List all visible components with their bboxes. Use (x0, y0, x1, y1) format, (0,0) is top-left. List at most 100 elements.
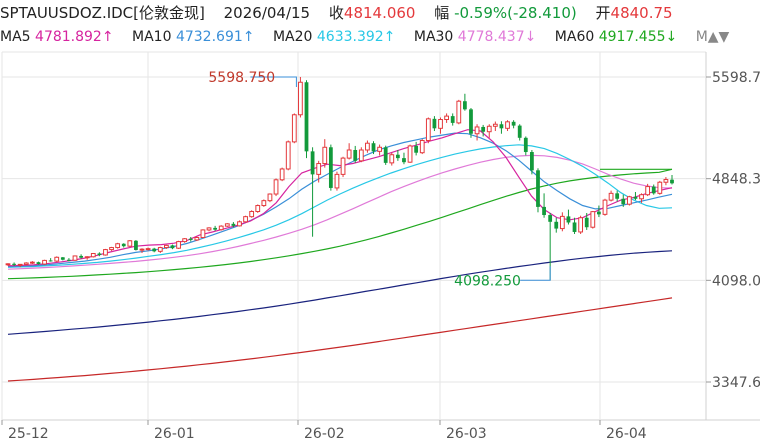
candle-body (530, 152, 534, 171)
candle-body (121, 243, 126, 247)
candle-body (481, 126, 486, 132)
ma10-value: 4732.691↑ (175, 29, 255, 45)
candle-body (559, 215, 565, 230)
candle-body (389, 154, 395, 164)
candle-body (474, 126, 480, 135)
close-label: 收 (328, 4, 344, 22)
quote-header: SPTAUUSDOZ.IDC[伦敦金现] 2026/04/15 收4814.06… (0, 3, 760, 23)
candle-body (145, 248, 151, 251)
candle-body (572, 222, 577, 232)
candle-body (316, 163, 322, 175)
candle-body (444, 115, 449, 121)
candle-body (200, 229, 206, 239)
change-label: 幅 (434, 4, 450, 22)
x-tick-label: 26-02 (304, 426, 345, 442)
ma10-line (7, 132, 673, 268)
candle-body (285, 141, 291, 170)
candle-body (554, 221, 559, 229)
ma5-label: MA5 (0, 29, 31, 45)
candle-body (334, 173, 340, 189)
symbol-name: SPTAUUSDOZ.IDC[伦敦金现] (0, 4, 205, 22)
low-annotation-leader (520, 266, 551, 281)
low-annotation-label: 4098.250 (454, 273, 521, 289)
ma250-line (7, 297, 673, 382)
candle-body (456, 100, 462, 124)
candle-body (425, 118, 431, 142)
candle-body (261, 200, 267, 207)
candle-body (651, 186, 656, 194)
candle-body (670, 179, 674, 184)
candle-body (72, 255, 78, 261)
candle-body (298, 81, 303, 116)
candle-body (255, 205, 261, 213)
candle-body (517, 125, 522, 138)
candle-body (48, 260, 53, 262)
candle-body (469, 109, 473, 134)
candle-body (188, 238, 193, 240)
candle-body (505, 121, 510, 129)
candle-body (157, 247, 163, 252)
ma10-legend: MA10 4732.691↑ (132, 27, 254, 47)
close-value: 4814.060 (343, 4, 416, 22)
candle-body (395, 154, 400, 159)
x-tick-label: 25-12 (8, 426, 49, 442)
y-tick-label: 4848.3 (712, 172, 760, 188)
candle-body (492, 123, 498, 127)
candle-body (450, 116, 455, 123)
candle-body (536, 170, 540, 207)
candle-body (633, 196, 638, 199)
candle-body (134, 240, 138, 250)
candle-body (407, 145, 413, 163)
candle-body (170, 245, 175, 249)
candle-body (438, 119, 443, 129)
ma60-value: 4917.455↓ (598, 29, 678, 45)
ma30-line (7, 154, 673, 270)
ma20-value: 4633.392↑ (316, 29, 396, 45)
open-label: 开 (595, 4, 611, 22)
quote-date: 2026/04/15 (223, 4, 311, 22)
candle-body (291, 114, 297, 143)
candle-body (176, 241, 181, 249)
change-value: -0.59%(-28.410) (454, 4, 577, 22)
candle-body (90, 253, 96, 258)
candle-body (419, 140, 425, 154)
ma30-value: 4778.437↓ (457, 29, 537, 45)
candle-body (365, 142, 370, 151)
candle-body (621, 198, 626, 205)
ma-more-toggle[interactable]: M▲▼ (695, 29, 730, 45)
x-tick-label: 26-04 (606, 426, 647, 442)
candle-body (5, 263, 11, 266)
candle-body (54, 256, 60, 262)
candle-body (353, 149, 358, 161)
candle-body (109, 247, 114, 251)
candle-body (383, 147, 388, 163)
ma-legend: MA5 4781.892↑ MA10 4732.691↑ MA20 4633.3… (0, 27, 760, 47)
candle-body (511, 121, 516, 126)
candle-body (608, 192, 614, 201)
candle-body (602, 199, 608, 215)
candle-body (237, 221, 242, 227)
candle-body (548, 215, 553, 222)
ma30-label: MA30 (413, 29, 454, 45)
candle-body (103, 249, 108, 256)
candle-body (224, 223, 230, 227)
candle-body (499, 124, 504, 129)
candle-body (12, 263, 16, 265)
candle-body (657, 181, 663, 194)
candle-body (279, 168, 285, 181)
candle-body (328, 147, 333, 188)
candle-body (590, 211, 596, 228)
ma120-line (7, 250, 673, 335)
ma20-label: MA20 (272, 29, 313, 45)
candle-body (79, 255, 83, 258)
candle-body (310, 151, 315, 175)
candle-body (97, 253, 102, 255)
x-tick-label: 26-03 (446, 426, 487, 442)
candle-body (402, 158, 406, 163)
candle-body (29, 261, 35, 264)
candle-body (60, 257, 65, 260)
candle-body (340, 157, 346, 175)
ma20-legend: MA20 4633.392↑ (273, 27, 395, 47)
candle-body (346, 149, 352, 159)
